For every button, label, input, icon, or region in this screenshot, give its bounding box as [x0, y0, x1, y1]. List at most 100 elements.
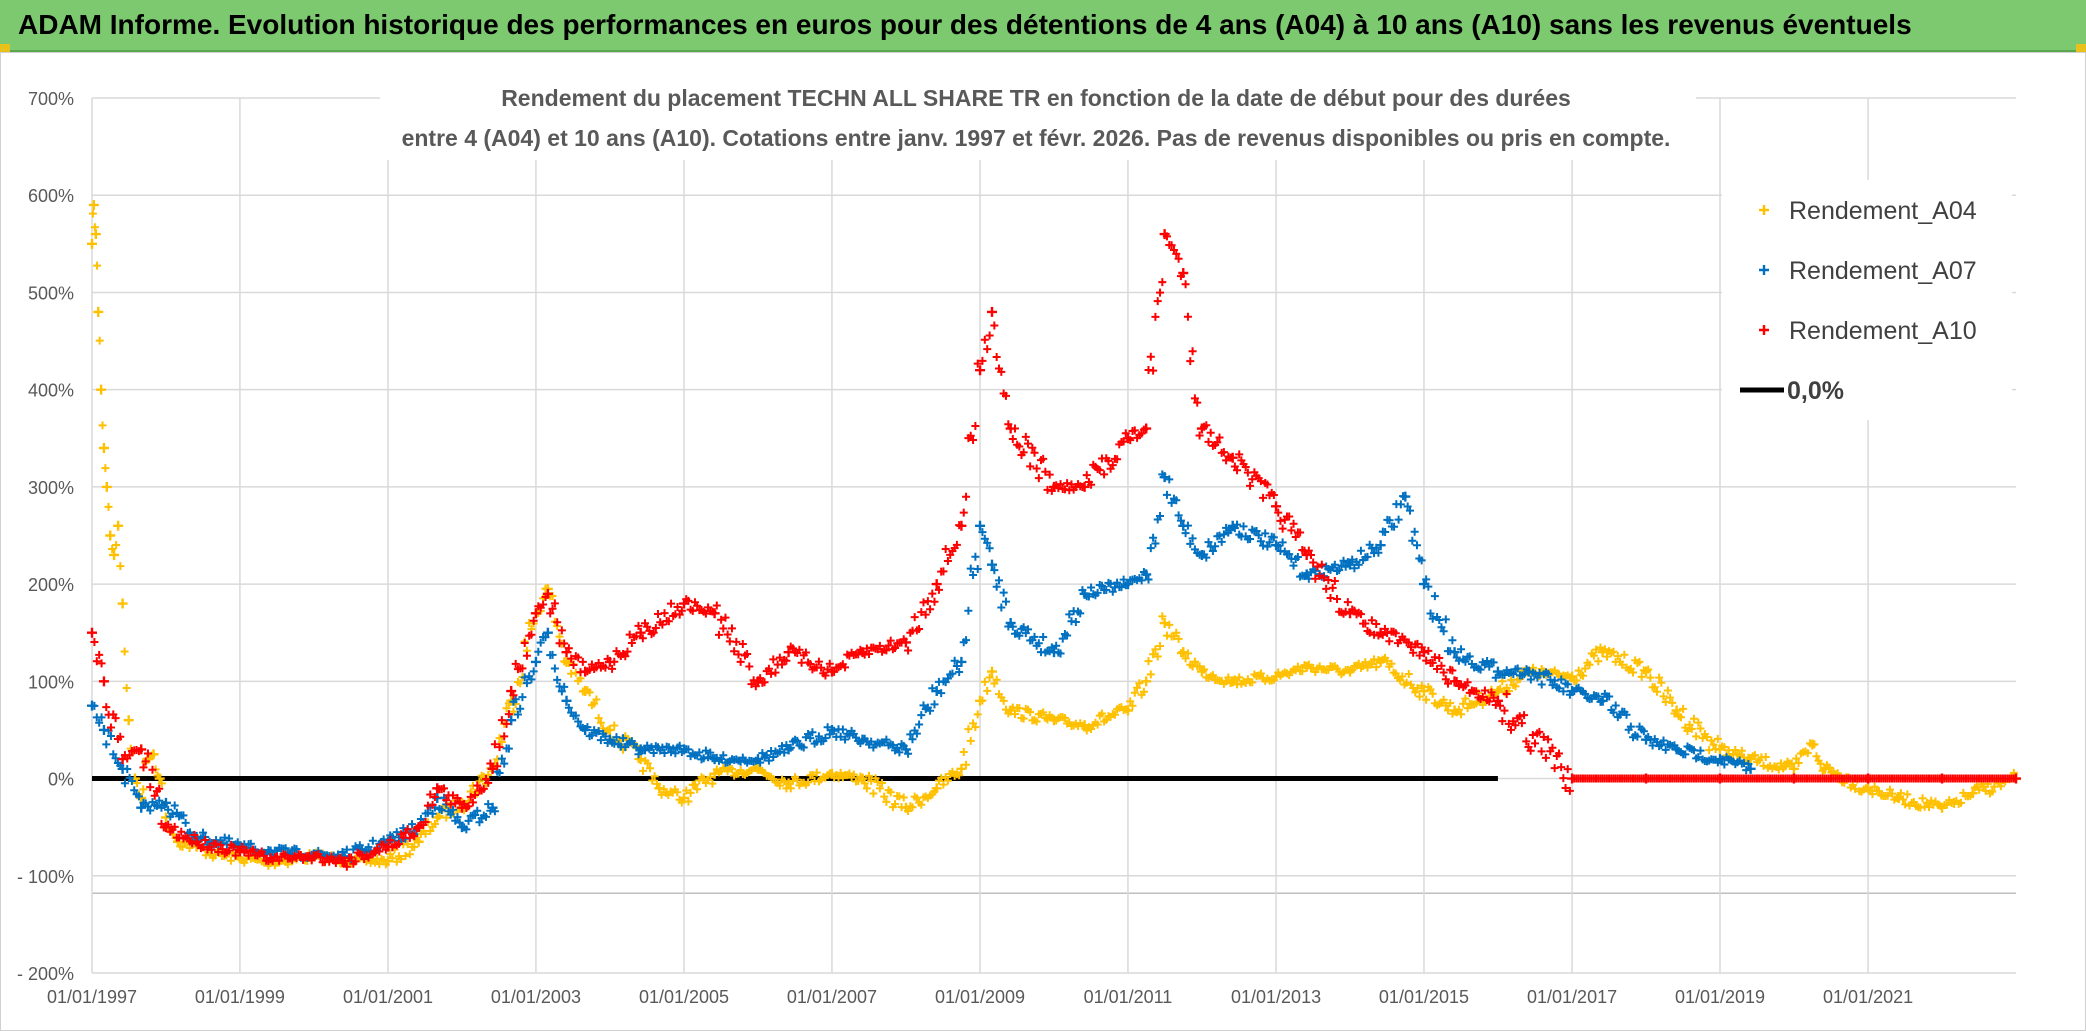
point-marker: [1165, 475, 1174, 484]
point-marker: [980, 335, 989, 344]
point-marker: [1644, 665, 1653, 674]
point-marker: [1685, 720, 1694, 729]
point-marker: [95, 718, 104, 727]
point-marker: [899, 793, 908, 802]
point-marker: [1034, 639, 1043, 648]
point-marker: [1158, 278, 1167, 287]
point-marker: [500, 759, 509, 768]
point-marker: [664, 743, 673, 752]
point-marker: [157, 779, 166, 788]
point-marker: [1387, 659, 1396, 668]
point-marker: [1412, 541, 1421, 550]
point-marker: [1100, 470, 1109, 479]
data-point: [1122, 705, 1133, 716]
point-marker: [1581, 664, 1590, 673]
point-marker: [1659, 736, 1668, 745]
point-marker: [1026, 462, 1035, 471]
point-marker: [486, 759, 495, 768]
point-marker: [1405, 506, 1414, 515]
point-marker: [1278, 524, 1287, 533]
point-marker: [170, 822, 179, 831]
point-marker: [1104, 456, 1113, 465]
point-marker: [841, 735, 850, 744]
point-marker: [1761, 753, 1770, 762]
point-marker: [1172, 249, 1181, 258]
data-point: [561, 695, 572, 706]
point-marker: [643, 622, 652, 631]
point-marker: [1694, 753, 1703, 762]
point-marker: [1404, 638, 1413, 647]
point-marker: [347, 853, 356, 862]
point-marker: [926, 706, 935, 715]
point-marker: [1146, 544, 1155, 553]
point-marker: [969, 435, 978, 444]
point-marker: [980, 534, 989, 543]
point-marker: [999, 696, 1008, 705]
point-marker: [1126, 697, 1135, 706]
point-marker: [1689, 714, 1698, 723]
point-marker: [756, 758, 765, 767]
point-marker: [669, 744, 678, 753]
point-marker: [453, 813, 462, 822]
point-marker: [1186, 539, 1195, 548]
point-marker: [430, 820, 439, 829]
point-marker: [1202, 421, 1211, 430]
point-marker: [1502, 689, 1511, 698]
legend-swatch: [1759, 325, 1769, 335]
x-tick-label: 01/01/2001: [343, 987, 433, 1007]
point-marker: [522, 651, 531, 660]
point-marker: [509, 707, 518, 716]
data-point: [117, 598, 128, 609]
point-marker: [1526, 675, 1535, 684]
point-marker: [1174, 254, 1183, 263]
point-marker: [1293, 553, 1302, 562]
point-marker: [199, 828, 208, 837]
point-marker: [218, 845, 227, 854]
point-marker: [1144, 575, 1153, 584]
point-marker: [736, 657, 745, 666]
point-marker: [229, 842, 238, 851]
point-marker: [1367, 616, 1376, 625]
point-marker: [238, 842, 247, 851]
point-marker: [560, 639, 569, 648]
point-marker: [1246, 481, 1255, 490]
point-marker: [1087, 480, 1096, 489]
point-marker: [1269, 490, 1278, 499]
point-marker: [880, 792, 889, 801]
point-marker: [834, 774, 843, 783]
point-marker: [962, 636, 971, 645]
point-marker: [1174, 511, 1183, 520]
point-marker: [708, 779, 717, 788]
point-marker: [448, 791, 457, 800]
point-marker: [1461, 694, 1470, 703]
point-marker: [490, 807, 499, 816]
point-marker: [888, 741, 897, 750]
point-marker: [1461, 657, 1470, 666]
point-marker: [428, 800, 437, 809]
point-marker: [1698, 734, 1707, 743]
point-marker: [1563, 765, 1572, 774]
point-marker: [1422, 695, 1431, 704]
point-marker: [836, 768, 845, 777]
data-point: [1345, 666, 1356, 677]
point-marker: [574, 717, 583, 726]
point-marker: [1483, 657, 1492, 666]
point-marker: [560, 682, 569, 691]
x-tick-label: 01/01/2013: [1231, 987, 1321, 1007]
data-point: [101, 481, 112, 492]
point-marker: [1190, 394, 1199, 403]
point-marker: [1424, 582, 1433, 591]
data-point: [900, 637, 911, 648]
point-marker: [1097, 581, 1106, 590]
point-marker: [1539, 732, 1548, 741]
data-point: [1788, 763, 1799, 774]
legend-label: Rendement_A07: [1789, 257, 1977, 285]
point-marker: [1391, 629, 1400, 638]
point-marker: [164, 805, 173, 814]
point-marker: [216, 841, 225, 850]
point-marker: [992, 582, 1001, 591]
point-marker: [522, 679, 531, 688]
point-marker: [583, 723, 592, 732]
point-marker: [1034, 474, 1043, 483]
point-marker: [1276, 516, 1285, 525]
